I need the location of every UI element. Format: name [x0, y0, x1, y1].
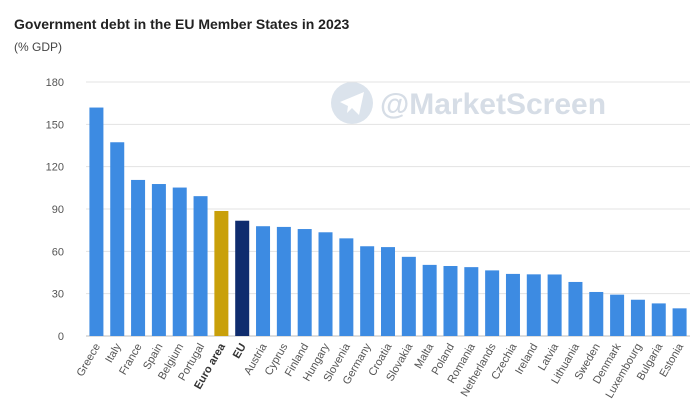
- bar-greece: [89, 107, 104, 337]
- watermark-text: @MarketScreen: [380, 88, 606, 121]
- bar-eu: [235, 220, 250, 336]
- bar-slovenia: [339, 238, 354, 336]
- x-tick-label: Greece: [75, 342, 103, 379]
- bar-ireland: [526, 274, 541, 336]
- bar-hungary: [318, 232, 333, 336]
- bar-belgium: [172, 187, 187, 336]
- bar-germany: [360, 246, 375, 336]
- bar-latvia: [547, 274, 562, 336]
- bar-bulgaria: [651, 303, 666, 336]
- bar-malta: [422, 264, 437, 336]
- x-tick-label: EU: [231, 341, 249, 360]
- chart-subtitle: (% GDP): [14, 40, 62, 54]
- telegram-icon: [331, 82, 373, 124]
- bar-netherlands: [485, 270, 500, 336]
- bar-luxembourg: [630, 299, 645, 336]
- bar-sweden: [589, 291, 604, 336]
- chart-title: Government debt in the EU Member States …: [14, 16, 350, 32]
- bar-lithuania: [568, 281, 583, 336]
- y-tick-label: 120: [46, 162, 64, 174]
- bar-croatia: [381, 247, 395, 336]
- bar-cyprus: [276, 226, 291, 336]
- bar-denmark: [610, 294, 625, 336]
- bar-euro-area: [214, 210, 229, 336]
- y-tick-label: 150: [46, 119, 64, 131]
- bar-france: [131, 179, 146, 336]
- bar-estonia: [672, 308, 687, 336]
- bar-portugal: [193, 196, 208, 336]
- bar-austria: [256, 226, 271, 336]
- bar-slovakia: [401, 256, 416, 336]
- y-tick-label: 90: [52, 204, 64, 216]
- bar-finland: [297, 229, 312, 336]
- x-tick-label: Italy: [103, 341, 124, 365]
- bar-czechia: [505, 273, 520, 336]
- bar-italy: [110, 142, 125, 336]
- y-tick-label: 0: [58, 331, 64, 343]
- bar-poland: [443, 266, 458, 336]
- y-tick-label: 30: [52, 289, 64, 301]
- watermark: @MarketScreen: [331, 82, 606, 124]
- y-tick-label: 60: [52, 246, 64, 258]
- bar-romania: [464, 267, 479, 336]
- bar-spain: [151, 184, 166, 336]
- y-tick-label: 180: [46, 77, 64, 89]
